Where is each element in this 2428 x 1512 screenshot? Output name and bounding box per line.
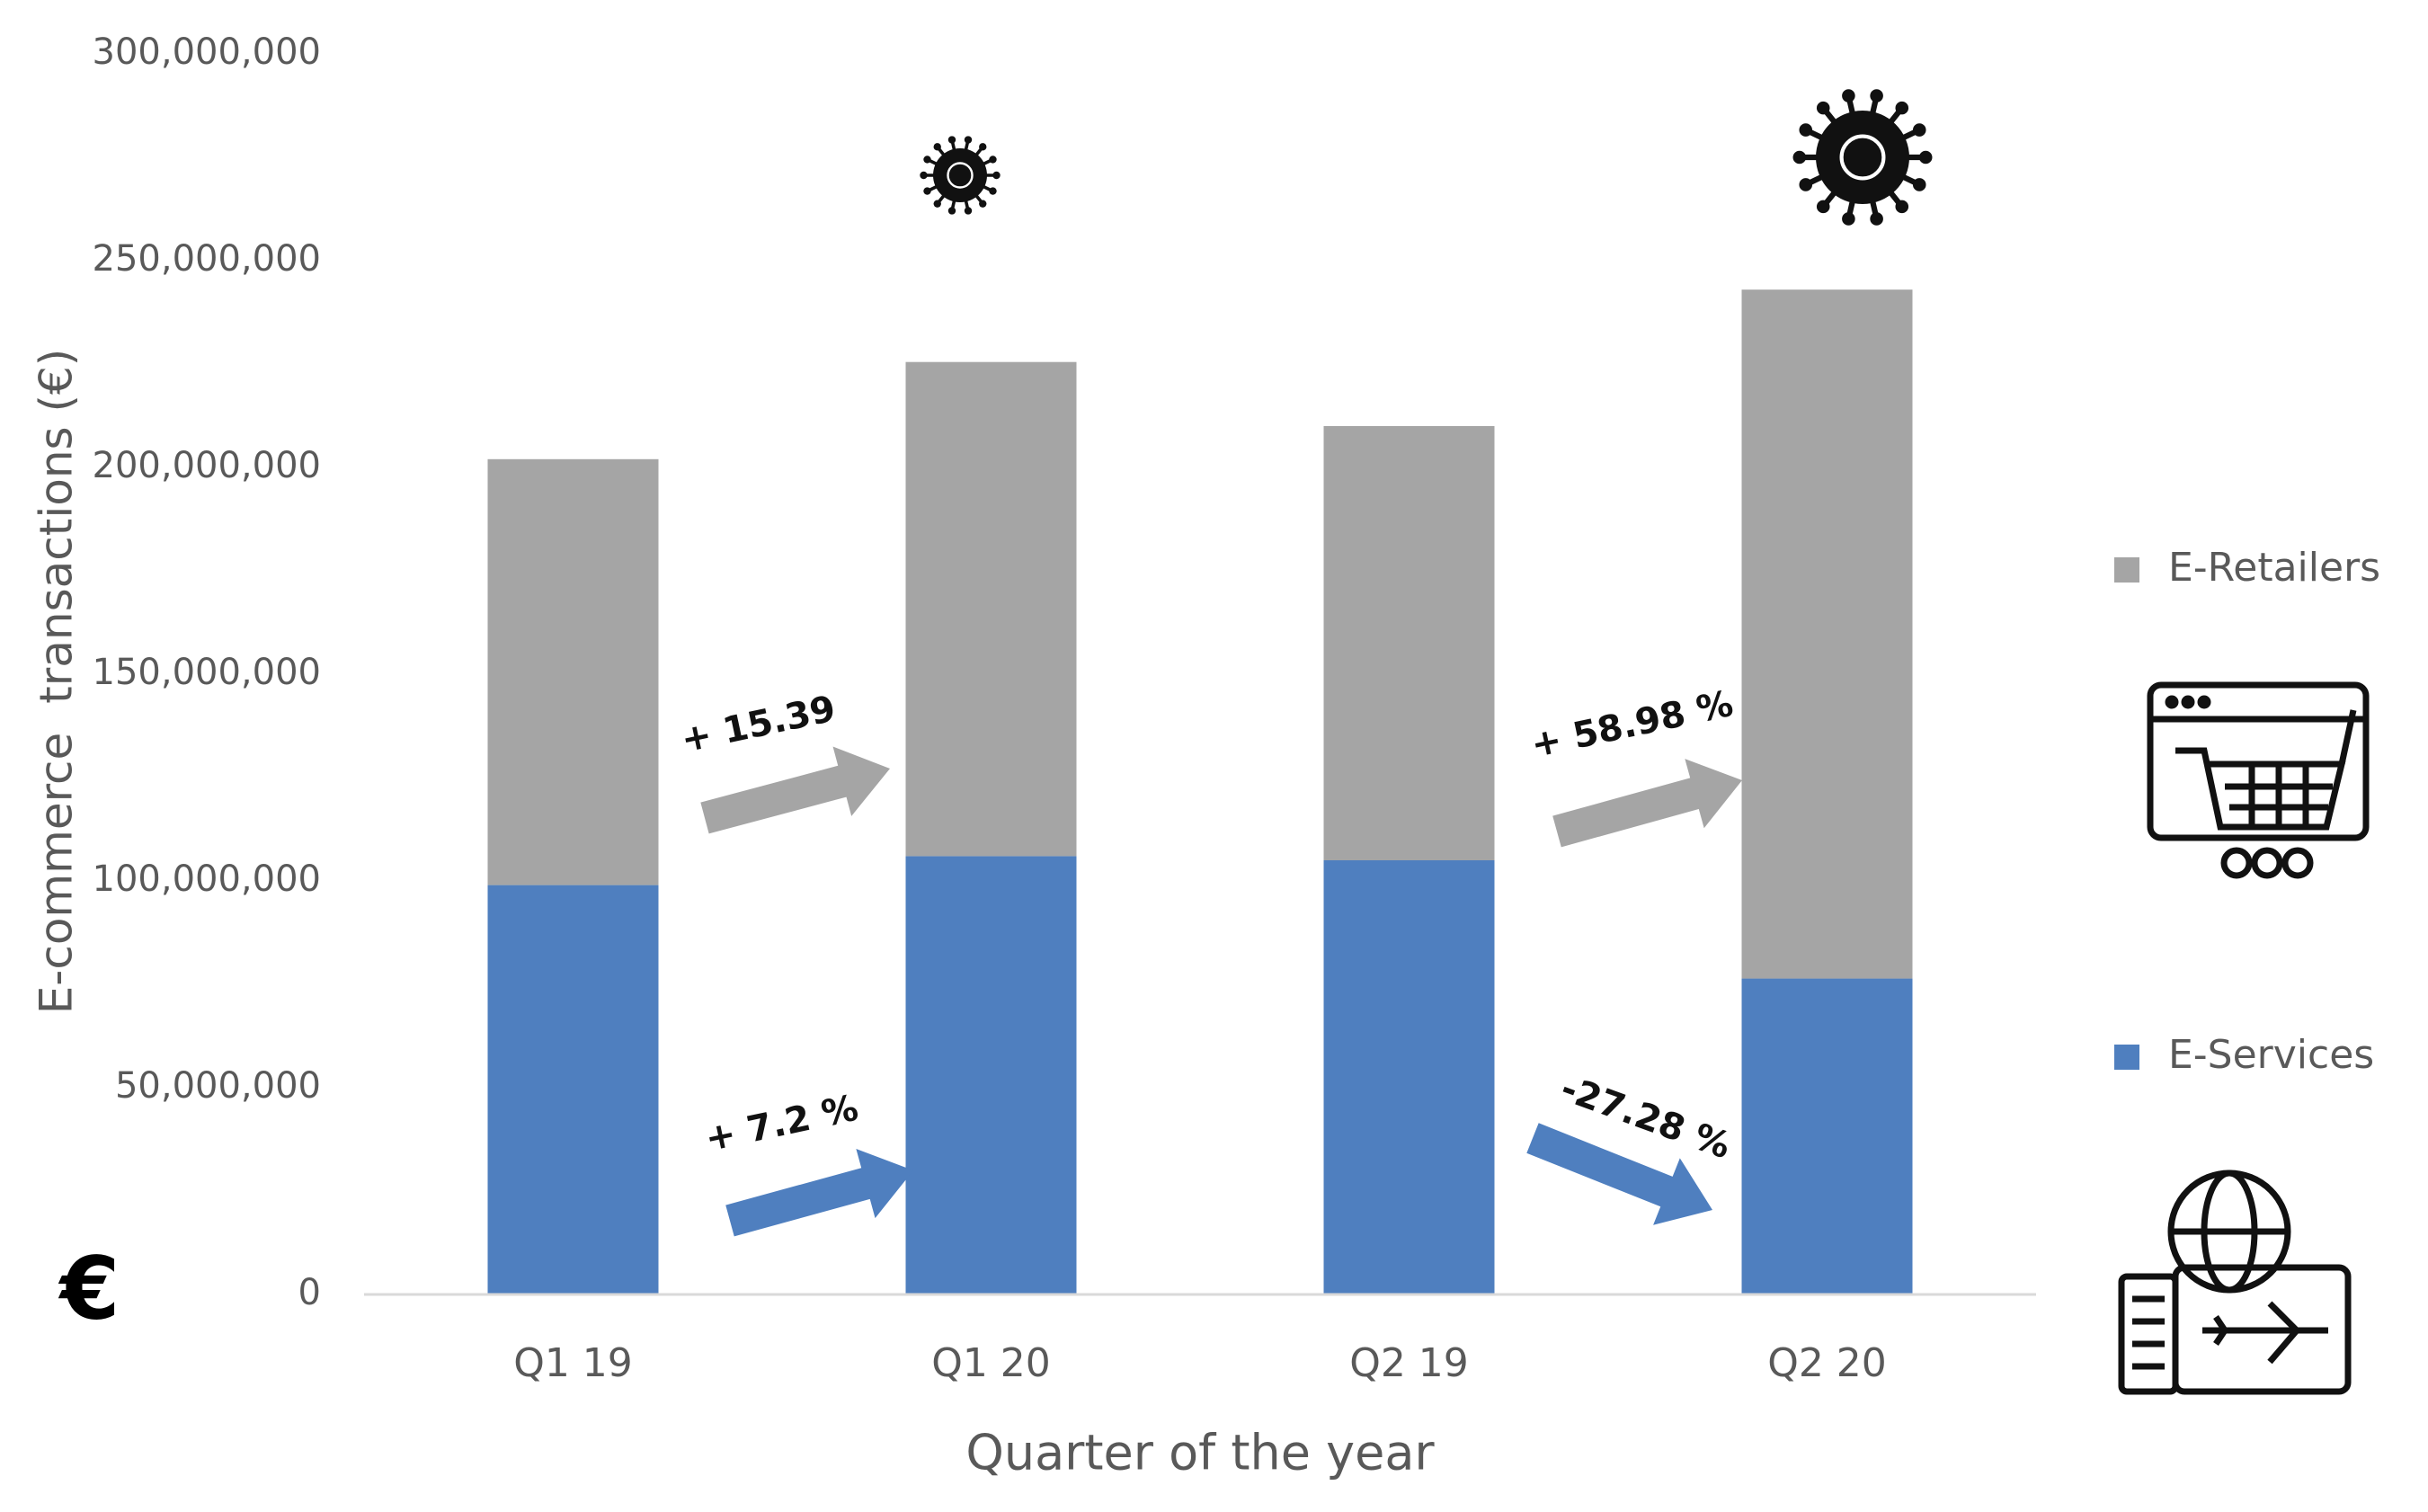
bar-segment (1741, 289, 1913, 979)
bar-segment (905, 856, 1077, 1294)
virus-icon (1792, 89, 1933, 226)
y-axis-title: E-commerce transactions (€) (31, 349, 83, 1015)
x-axis-title: Quarter of the year (965, 1425, 1435, 1481)
legend-swatch (2114, 557, 2139, 583)
legend-label: E-Services (2168, 1032, 2374, 1078)
bar-segment (1323, 426, 1495, 860)
y-tick-label: 250,000,000 (93, 238, 321, 280)
bar-segment (1323, 860, 1495, 1294)
arrow (1526, 1123, 1712, 1225)
y-tick-label: 150,000,000 (93, 652, 321, 693)
x-tick-label: Q2 19 (1349, 1340, 1469, 1386)
virus-icon (920, 136, 1001, 215)
cart-icon (2147, 681, 2370, 879)
x-tick-label: Q1 20 (931, 1340, 1051, 1386)
y-tick-label: 300,000,000 (93, 31, 321, 73)
arrow (725, 1148, 913, 1237)
y-tick-label: 200,000,000 (93, 445, 321, 486)
arrow (1552, 759, 1742, 848)
euro-symbol: € (58, 1238, 120, 1339)
legend-swatch (2114, 1045, 2139, 1070)
legend-label: E-Retailers (2168, 545, 2380, 591)
bar-segment (905, 361, 1077, 857)
y-tick-label: 100,000,000 (93, 858, 321, 900)
arrow (700, 746, 890, 834)
y-tick-label: 0 (298, 1272, 321, 1313)
x-tick-label: Q2 20 (1767, 1340, 1887, 1386)
y-tick-label: 50,000,000 (115, 1065, 321, 1107)
x-tick-label: Q1 19 (513, 1340, 633, 1386)
bar-segment (487, 885, 659, 1294)
services-icon (2118, 1170, 2352, 1395)
bar-segment (487, 458, 659, 885)
bar-segment (1741, 978, 1913, 1294)
